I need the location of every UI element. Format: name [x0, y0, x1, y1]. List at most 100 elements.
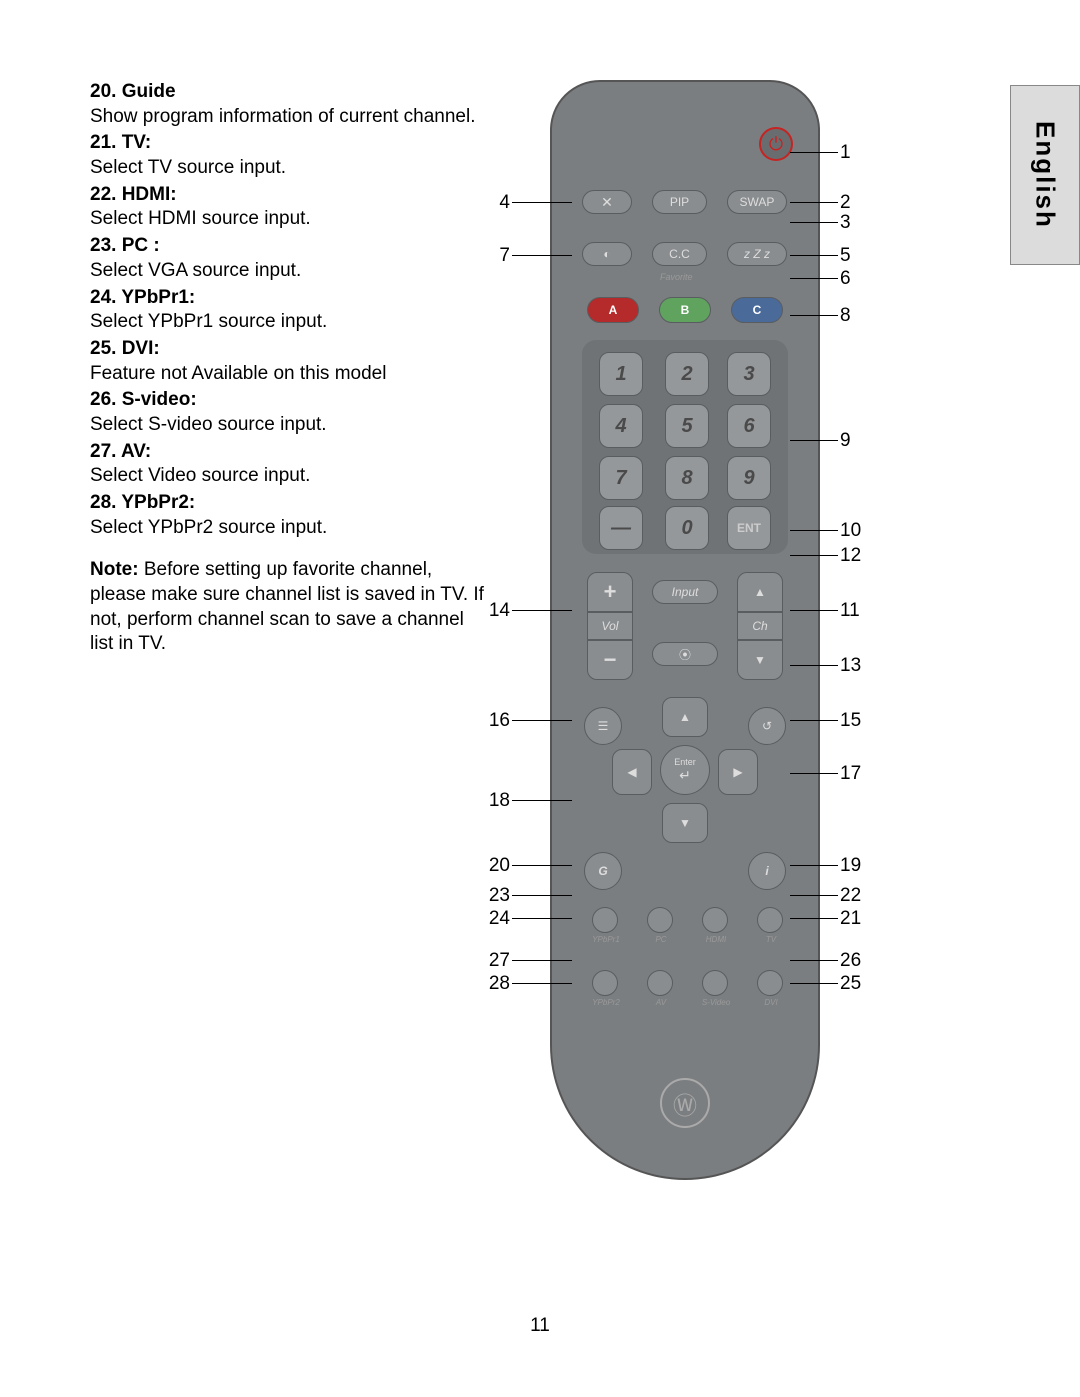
page-number: 11 — [530, 1315, 550, 1337]
tv-button — [757, 907, 783, 933]
contrast-button: ◐ — [582, 242, 632, 266]
lead-line — [512, 983, 572, 984]
definition-item: 26. S-video: Select S-video source input. — [90, 388, 490, 437]
lead-line — [790, 865, 838, 866]
definition-item: 27. AV:Select Video source input. — [90, 440, 490, 489]
lead-line — [790, 278, 838, 279]
callout-2: 2 — [840, 192, 880, 214]
favorite-label: Favorite — [660, 272, 693, 282]
note-text: Before setting up favorite channel, plea… — [90, 559, 484, 654]
callout-9: 9 — [840, 430, 880, 452]
item-desc: Select YPbPr1 source input. — [90, 311, 327, 332]
swap-button: SWAP — [727, 190, 787, 214]
item-num: 23. PC : — [90, 235, 160, 256]
definitions-list: 20. Guide Show program information of cur… — [90, 80, 490, 657]
item-num: 21. TV: — [90, 132, 151, 153]
lead-line — [790, 895, 838, 896]
item-desc: Select VGA source input. — [90, 260, 301, 281]
callout-21: 21 — [840, 908, 880, 930]
power-button: ⏻ — [759, 127, 793, 161]
lead-line — [790, 983, 838, 984]
definition-item: 28. YPbPr2: Select YPbPr2 source input. — [90, 491, 490, 540]
callout-19: 19 — [840, 855, 880, 877]
callout-14: 14 — [470, 600, 510, 622]
lead-line — [790, 665, 838, 666]
callout-5: 5 — [840, 245, 880, 267]
c-button: C — [731, 297, 783, 323]
callout-12: 12 — [840, 545, 880, 567]
lead-line — [512, 202, 572, 203]
ent-button: ENT — [727, 506, 771, 550]
lead-line — [790, 610, 838, 611]
item-num: 28. YPbPr2: — [90, 492, 195, 513]
svideo-label: S-Video — [696, 998, 736, 1007]
callout-7: 7 — [470, 245, 510, 267]
item-desc: Select S-video source input. — [90, 414, 327, 435]
lead-line — [790, 720, 838, 721]
language-label: English — [1030, 121, 1061, 229]
callout-20: 20 — [470, 855, 510, 877]
callout-17: 17 — [840, 763, 880, 785]
num-5-button: 5 — [665, 404, 709, 448]
nav-down: ▼ — [662, 803, 708, 843]
lead-line — [512, 895, 572, 896]
definition-item: 25. DVI: Feature not Available on this mo… — [90, 337, 490, 386]
callout-22: 22 — [840, 885, 880, 907]
brand-logo: Ⓦ — [660, 1078, 710, 1128]
dvi-label: DVI — [751, 998, 791, 1007]
callout-4: 4 — [470, 192, 510, 214]
remote-body: ⏻ ✕ PIP SWAP ◐ C.C z Z z Favorite A B C … — [550, 80, 820, 1180]
language-tab: English — [1010, 85, 1080, 265]
callout-24: 24 — [470, 908, 510, 930]
sleep-button: z Z z — [727, 242, 787, 266]
mute-button: ✕ — [582, 190, 632, 214]
item-desc: Select YPbPr2 source input. — [90, 517, 327, 538]
a-button: A — [587, 297, 639, 323]
pc-label: PC — [641, 935, 681, 944]
lead-line — [512, 800, 572, 801]
callout-13: 13 — [840, 655, 880, 677]
item-num: 25. DVI: — [90, 338, 160, 359]
tv-label: TV — [751, 935, 791, 944]
lead-line — [790, 152, 838, 153]
num-8-button: 8 — [665, 456, 709, 500]
item-num: 26. S-video: — [90, 389, 197, 410]
item-desc: Select TV source input. — [90, 157, 286, 178]
definition-item: 24. YPbPr1:Select YPbPr1 source input. — [90, 286, 490, 335]
ch-label: Ch — [737, 612, 783, 640]
b-button: B — [659, 297, 711, 323]
enter-button: Enter↵ — [660, 745, 710, 795]
remote-diagram: ⏻ ✕ PIP SWAP ◐ C.C z Z z Favorite A B C … — [470, 80, 1010, 1200]
item-desc: Show program information of current chan… — [90, 106, 475, 127]
lead-line — [790, 960, 838, 961]
av-button — [647, 970, 673, 996]
callout-16: 16 — [470, 710, 510, 732]
lead-line — [512, 255, 572, 256]
hdmi-button — [702, 907, 728, 933]
item-desc: Select Video source input. — [90, 465, 310, 486]
svideo-button — [702, 970, 728, 996]
guide-button: G — [584, 852, 622, 890]
ch-up: ▲ — [737, 572, 783, 612]
callout-26: 26 — [840, 950, 880, 972]
pip-button: PIP — [652, 190, 707, 214]
dvi-button — [757, 970, 783, 996]
note-label: Note: — [90, 559, 139, 580]
item-desc: Feature not Available on this model — [90, 363, 386, 384]
vol-label: Vol — [587, 612, 633, 640]
num-2-button: 2 — [665, 352, 709, 396]
aspect-button: ⦿ — [652, 642, 718, 666]
av-label: AV — [641, 998, 681, 1007]
definition-item: 22. HDMI: Select HDMI source input. — [90, 183, 490, 232]
ypbpr1-button — [592, 907, 618, 933]
lead-line — [512, 610, 572, 611]
item-num: 22. HDMI: — [90, 184, 177, 205]
callout-10: 10 — [840, 520, 880, 542]
nav-left: ◀ — [612, 749, 652, 795]
num-6-button: 6 — [727, 404, 771, 448]
callout-8: 8 — [840, 305, 880, 327]
item-num: 20. Guide — [90, 81, 176, 102]
definition-item: 21. TV: Select TV source input. — [90, 131, 490, 180]
ch-down: ▼ — [737, 640, 783, 680]
item-desc: Select HDMI source input. — [90, 208, 311, 229]
